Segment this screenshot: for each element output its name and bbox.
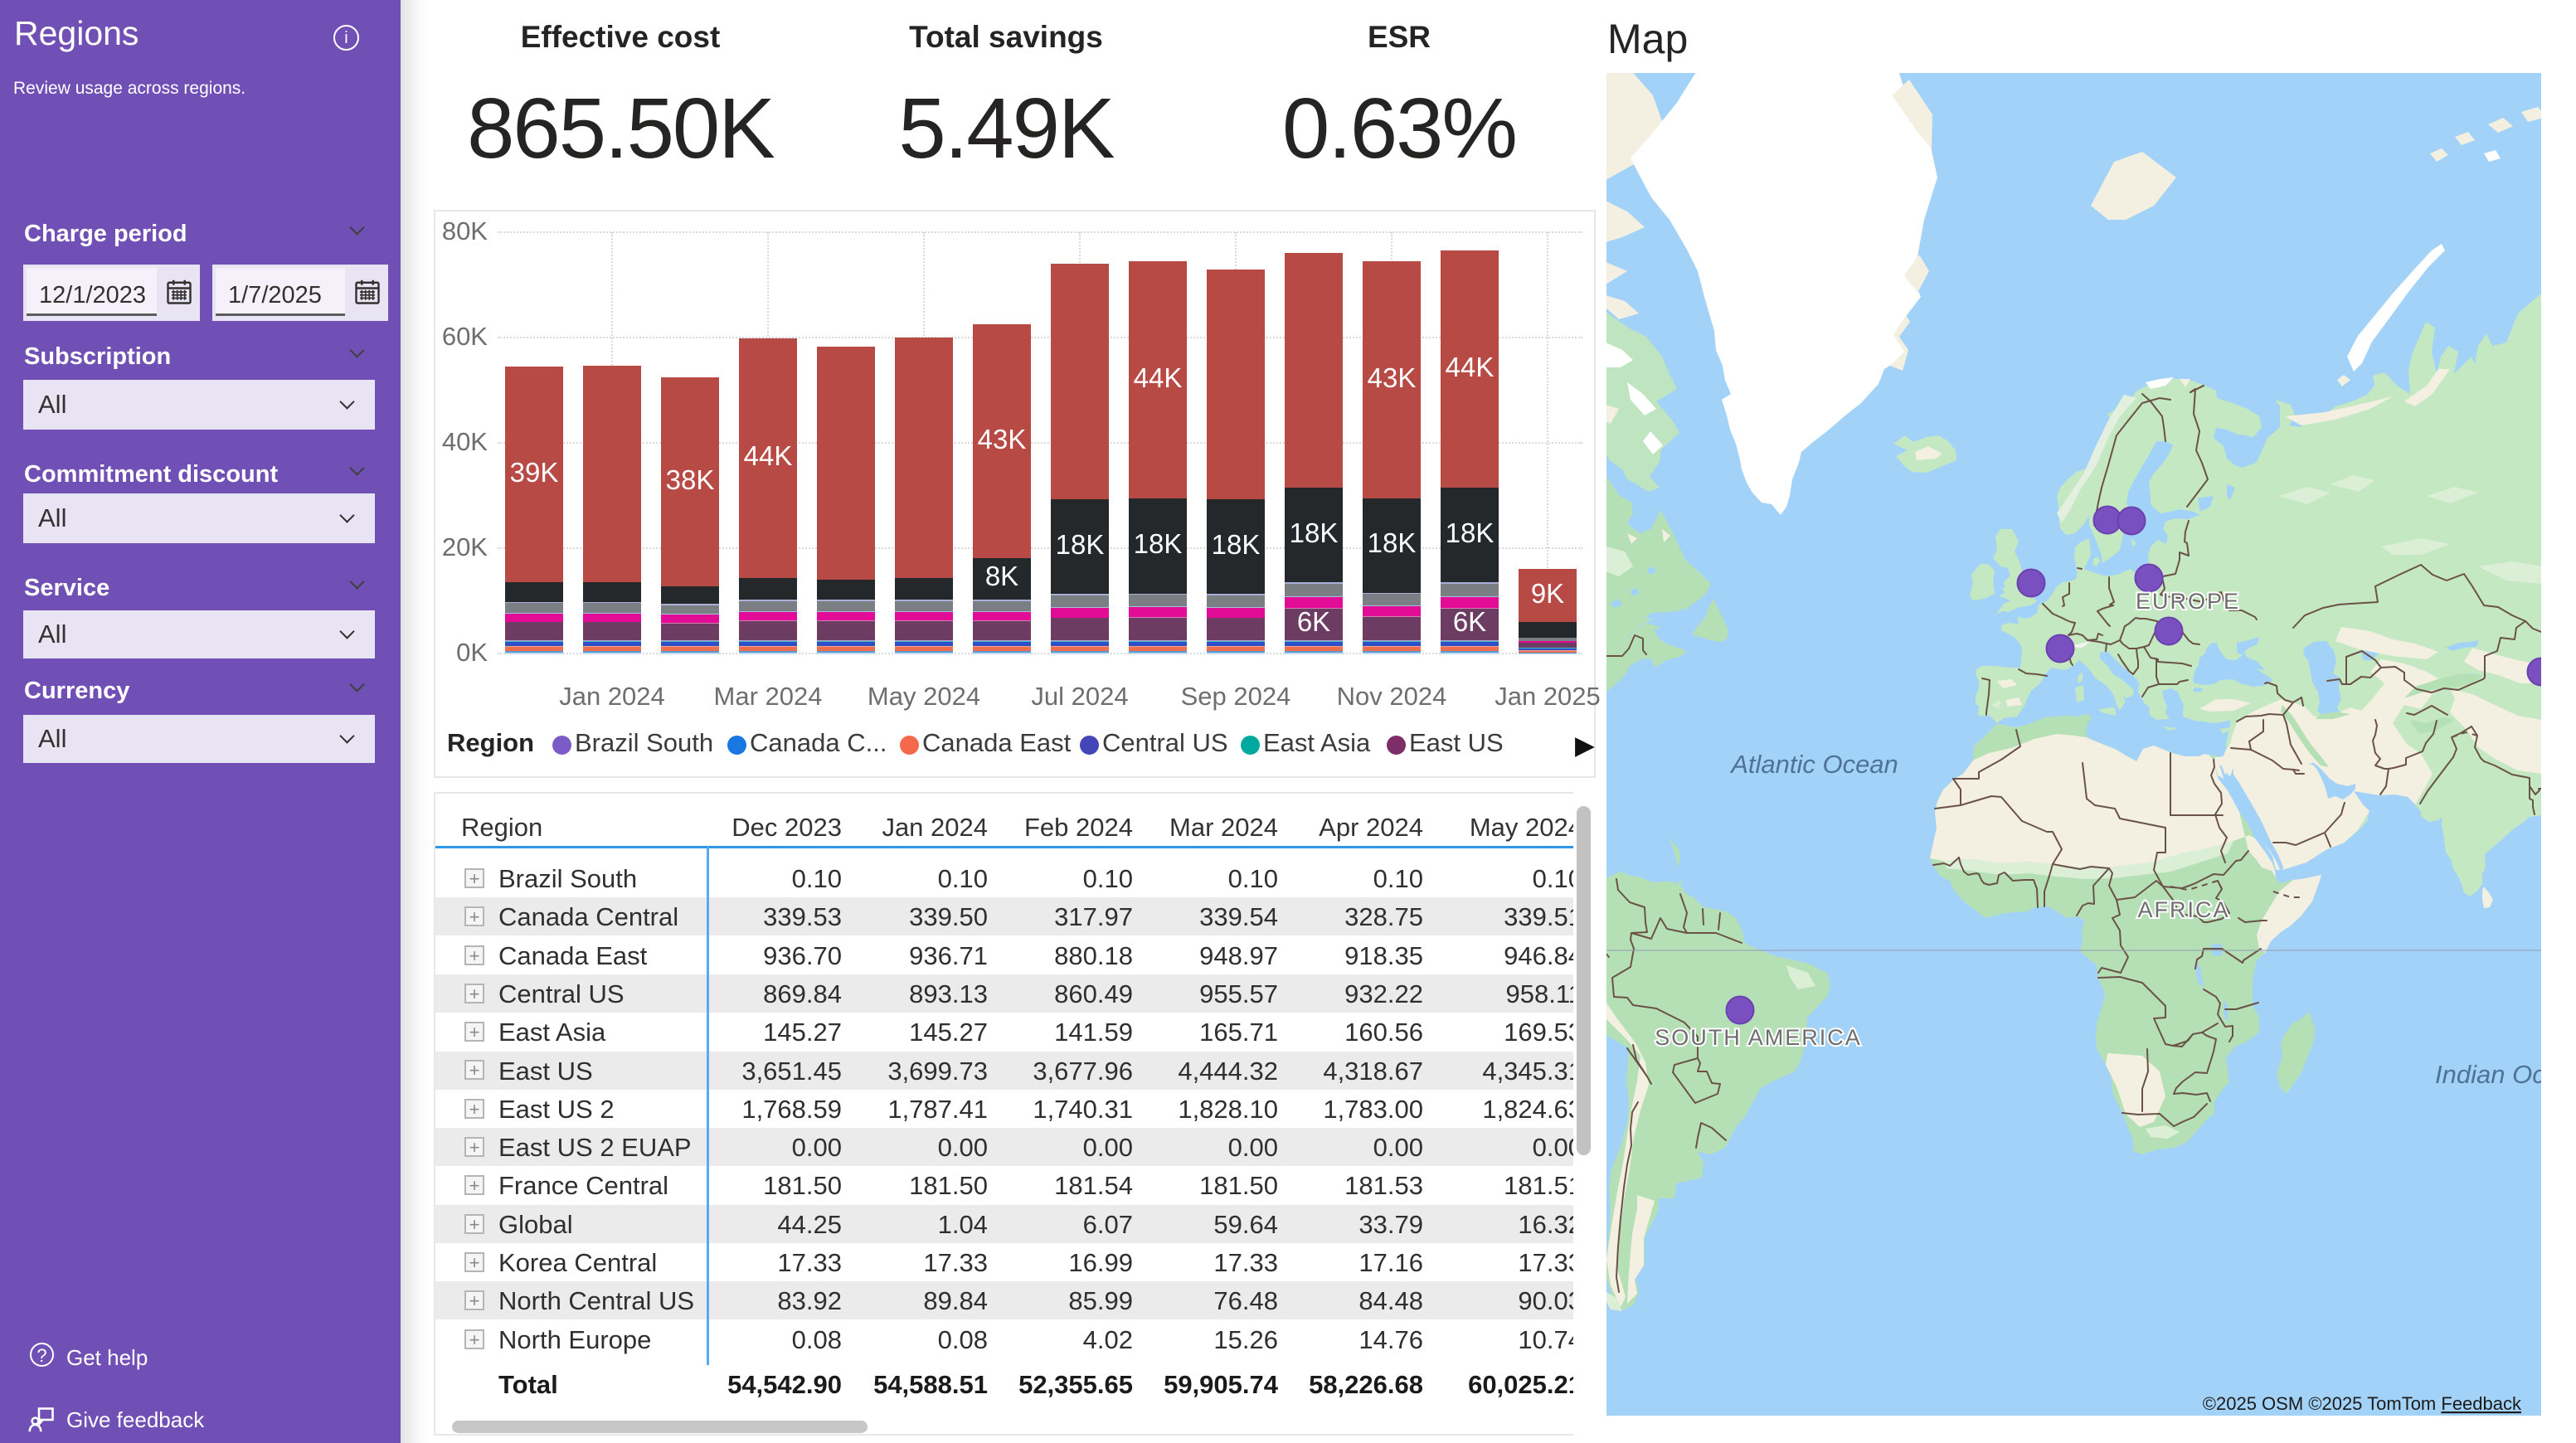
svg-text:AFRICA: AFRICA	[2137, 897, 2229, 922]
svg-text:Indian Oce: Indian Oce	[2435, 1060, 2541, 1089]
svg-text:Atlantic Ocean: Atlantic Ocean	[1729, 750, 1898, 779]
svg-text:SOUTH AMERICA: SOUTH AMERICA	[1655, 1025, 1862, 1050]
svg-text:©2025 OSM ©2025 TomTom Feedb: ©2025 OSM ©2025 TomTom Feedback	[2203, 1393, 2522, 1414]
svg-text:EUROPE: EUROPE	[2136, 589, 2240, 614]
